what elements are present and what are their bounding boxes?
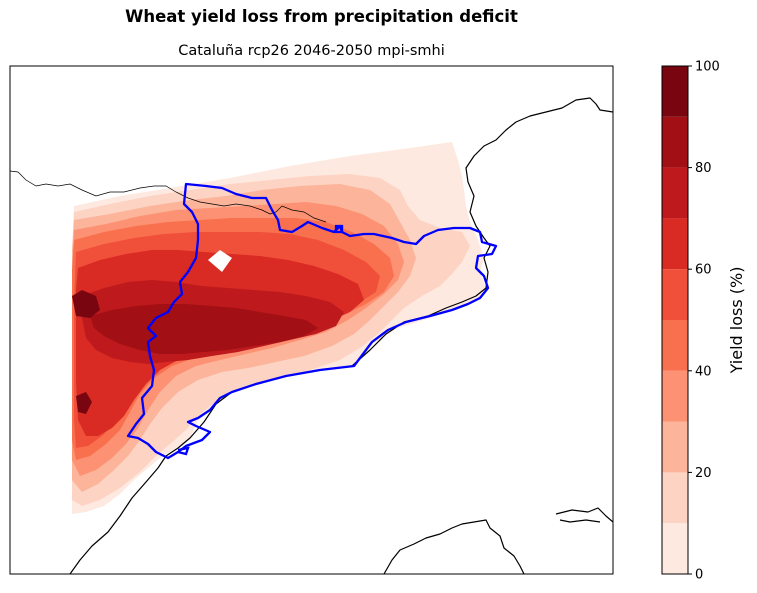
colorbar-band (662, 167, 688, 219)
colorbar-bands (662, 66, 688, 574)
map-area (10, 97, 613, 574)
colorbar-tick-label: 100 (695, 60, 720, 75)
coastline-iberia (69, 97, 613, 574)
catalonia-islet (177, 224, 344, 456)
colorbar-band (662, 116, 688, 168)
map-subtitle: Cataluña rcp26 2046-2050 mpi-smhi (178, 43, 445, 59)
colorbar-ticks: 0 20 40 60 80 100 (688, 60, 720, 583)
coastline-menorca (555, 507, 613, 523)
colorbar-band (662, 370, 688, 422)
colorbar-band (662, 421, 688, 473)
colorbar-band (662, 66, 688, 117)
colorbar-tick-label: 80 (695, 161, 712, 176)
colorbar-band (662, 218, 688, 270)
border-france (10, 170, 327, 223)
colorbar-tick-label: 40 (695, 364, 712, 379)
colorbar-tick-label: 0 (695, 568, 703, 583)
contour-band (76, 392, 92, 414)
colorbar-band (662, 320, 688, 371)
contour-band (72, 290, 100, 318)
coastline (69, 97, 613, 574)
yield-loss-contours (72, 142, 486, 514)
colorbar: 0 20 40 60 80 100 Yield loss (%) (661, 60, 746, 583)
colorbar-band (662, 523, 688, 574)
coastline-mallorca (383, 519, 525, 574)
contour-gap (208, 250, 232, 272)
colorbar-band (662, 269, 688, 320)
colorbar-tick-label: 60 (695, 263, 712, 278)
colorbar-tick-label: 20 (695, 466, 712, 481)
figure-title: Wheat yield loss from precipitation defi… (125, 7, 518, 26)
map-frame (9, 65, 614, 575)
colorbar-band (662, 472, 688, 524)
colorbar-frame (661, 65, 689, 575)
colorbar-label: Yield loss (%) (727, 267, 746, 375)
